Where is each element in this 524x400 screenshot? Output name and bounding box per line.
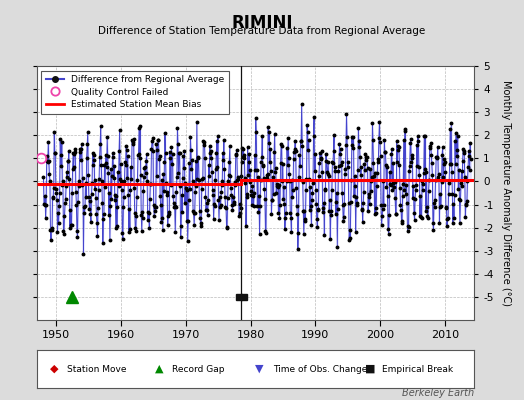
Text: ▲: ▲: [155, 364, 163, 374]
Text: Record Gap: Record Gap: [172, 364, 225, 374]
Text: ◆: ◆: [50, 364, 58, 374]
Text: Difference of Station Temperature Data from Regional Average: Difference of Station Temperature Data f…: [99, 26, 425, 36]
Text: ▼: ▼: [256, 364, 264, 374]
Text: Station Move: Station Move: [67, 364, 127, 374]
Text: ■: ■: [365, 364, 375, 374]
Text: Berkeley Earth: Berkeley Earth: [402, 388, 474, 398]
Y-axis label: Monthly Temperature Anomaly Difference (°C): Monthly Temperature Anomaly Difference (…: [500, 80, 510, 306]
Text: Time of Obs. Change: Time of Obs. Change: [273, 364, 367, 374]
Text: RIMINI: RIMINI: [231, 14, 293, 32]
Legend: Difference from Regional Average, Quality Control Failed, Estimated Station Mean: Difference from Regional Average, Qualit…: [41, 70, 229, 114]
Text: Empirical Break: Empirical Break: [383, 364, 453, 374]
